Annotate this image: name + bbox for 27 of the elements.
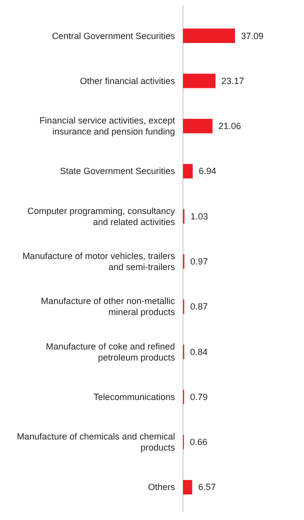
data-label: 0.79 <box>190 392 208 402</box>
y-tick-label: State Government Securities <box>60 166 176 176</box>
y-tick-label: Financial service activities, except insurance and pension funding <box>39 116 176 137</box>
y-tick-label: Others <box>148 482 176 492</box>
y-tick-label: Manufacture of motor vehicles, trailers and semi-trailers <box>22 251 176 272</box>
data-label: 23.17 <box>221 76 244 86</box>
y-tick-label: Telecommunications <box>93 392 176 402</box>
data-label: 6.57 <box>198 482 216 492</box>
data-label: 0.87 <box>190 302 208 312</box>
y-tick-label: Manufacture of coke and refined petroleum products <box>46 341 176 362</box>
data-label: 21.06 <box>218 121 242 132</box>
data-label: 37.09 <box>241 30 264 41</box>
y-tick-label: Other financial activities <box>80 76 176 86</box>
y-tick-label: Computer programming, consultancy and related activities <box>27 206 176 227</box>
bar <box>183 118 213 134</box>
data-label: 0.84 <box>190 346 208 357</box>
y-tick-label: Manufacture of chemicals and chemical products <box>16 432 176 453</box>
y-tick-label: Central Government Securities <box>52 30 176 41</box>
data-label: 0.97 <box>190 256 208 266</box>
data-label: 1.03 <box>190 211 208 222</box>
bar <box>183 164 193 178</box>
y-tick-label: Manufacture of other non-metallic mineral products <box>40 296 176 318</box>
data-label: 0.66 <box>190 437 208 448</box>
bar <box>183 28 235 43</box>
bar <box>183 480 192 494</box>
data-label: 6.94 <box>198 166 216 176</box>
bar <box>183 74 216 88</box>
